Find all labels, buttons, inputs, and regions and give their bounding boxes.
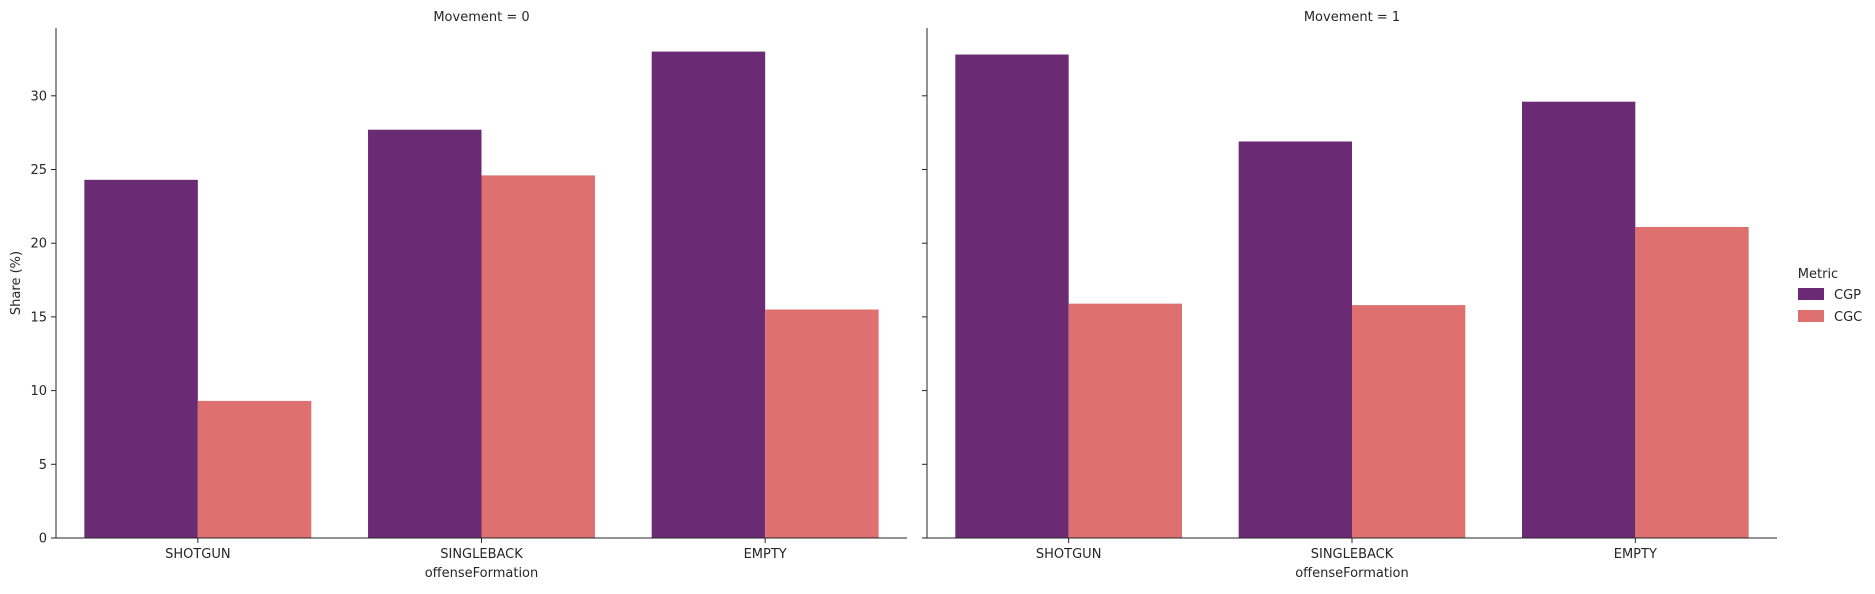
x-tick-label: SINGLEBACK (440, 547, 523, 562)
legend-swatch-cgp (1798, 288, 1824, 300)
facet-title: Movement = 1 (1304, 10, 1400, 25)
bar-cgc-shotgun-movement-1 (1068, 303, 1182, 538)
y-tick-label: 20 (30, 237, 47, 252)
bar-cgp-shotgun-movement-1 (955, 54, 1069, 538)
y-tick-label: 0 (39, 532, 47, 547)
bar-cgp-shotgun-movement-0 (84, 179, 198, 538)
bar-cgc-singleback-movement-1 (1352, 305, 1466, 538)
bar-cgp-singleback-movement-0 (368, 129, 482, 538)
y-tick-label: 5 (39, 458, 47, 473)
bar-cgc-shotgun-movement-0 (197, 400, 312, 538)
x-axis-title: offenseFormation (1295, 566, 1409, 581)
bar-cgc-empty-movement-0 (765, 309, 879, 538)
x-axis-title: offenseFormation (425, 566, 539, 581)
x-tick-label: EMPTY (744, 547, 787, 562)
y-tick-label: 10 (30, 384, 47, 399)
x-tick-label: SHOTGUN (165, 547, 231, 562)
legend-label-cgp: CGP (1834, 288, 1861, 303)
y-tick-label: 25 (30, 163, 47, 178)
y-tick-label: 30 (30, 89, 47, 104)
legend-swatch-cgc (1798, 310, 1824, 322)
x-tick-label: EMPTY (1614, 547, 1657, 562)
facet-title: Movement = 0 (433, 10, 529, 25)
bar-cgc-empty-movement-1 (1635, 226, 1749, 539)
x-tick-label: SINGLEBACK (1311, 547, 1394, 562)
legend-label-cgc: CGC (1834, 310, 1862, 325)
bar-cgp-singleback-movement-1 (1238, 141, 1352, 538)
y-axis-title: Share (%) (9, 251, 24, 315)
x-tick-label: SHOTGUN (1036, 547, 1102, 562)
bar-cgp-empty-movement-0 (651, 51, 766, 538)
bar-cgc-singleback-movement-0 (481, 175, 595, 538)
legend-title: Metric (1798, 267, 1838, 282)
bar-cgp-empty-movement-1 (1522, 101, 1636, 538)
y-tick-label: 15 (30, 310, 47, 325)
